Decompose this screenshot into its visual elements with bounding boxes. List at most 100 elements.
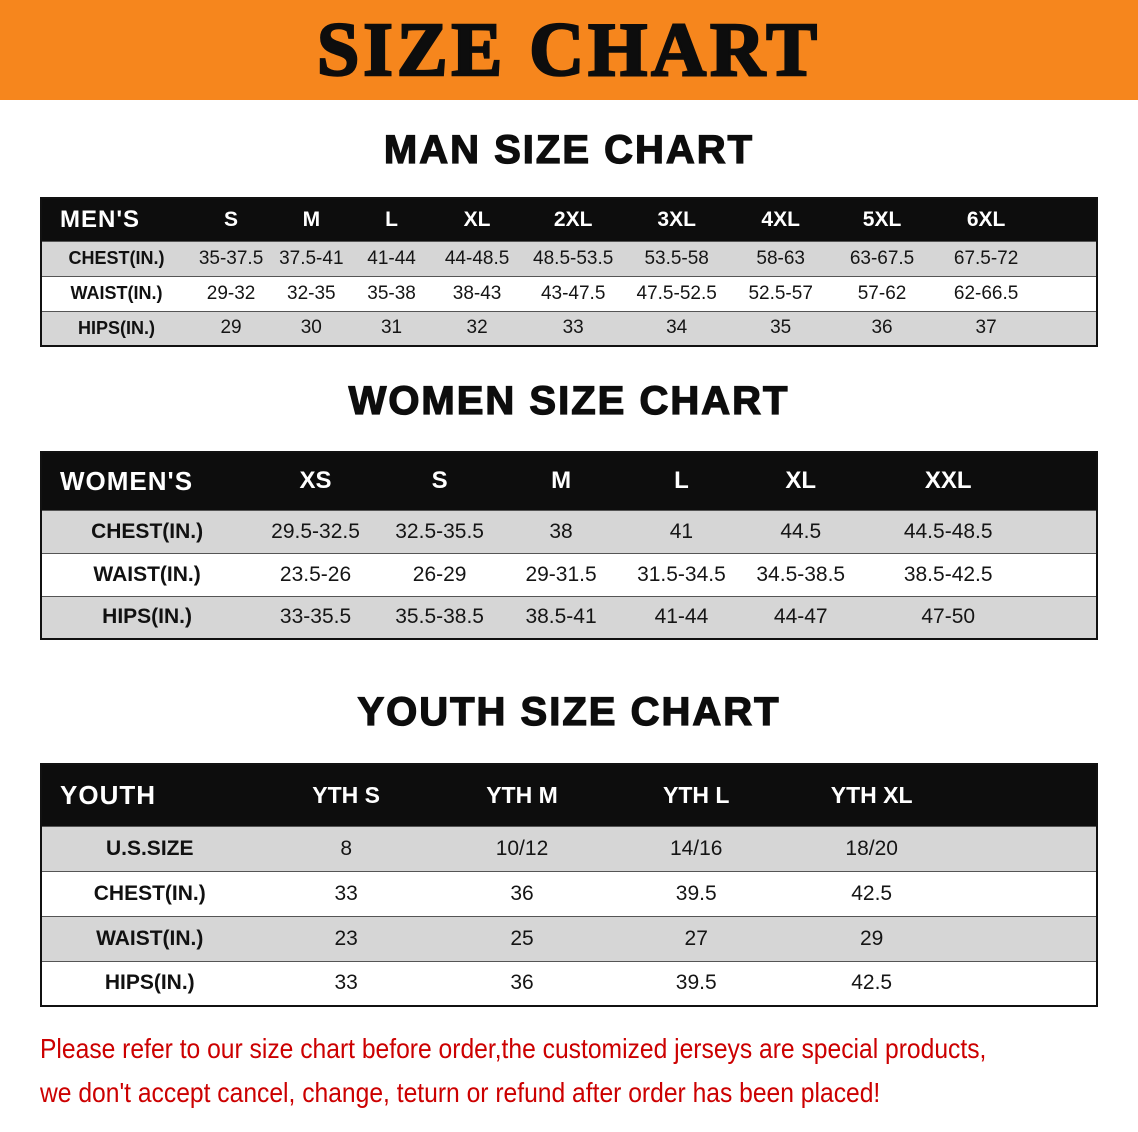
- size-cell: 41-44: [367, 247, 416, 269]
- size-cell: 32.5-35.5: [395, 519, 484, 543]
- size-cell: 63-67.5: [849, 247, 915, 269]
- column-header: L: [674, 467, 689, 495]
- size-cell: 36: [510, 971, 534, 995]
- table-row: WAIST(IN.) 29-32 32-35 35-38 38-43 43-47.5 47.…: [41, 276, 1097, 311]
- table-title: MEN'S: [60, 205, 141, 233]
- column-header: 4XL: [761, 207, 800, 231]
- size-cell: 67.5-72: [953, 247, 1019, 269]
- size-cell: 35.5-38.5: [395, 605, 484, 629]
- column-header: XS: [299, 467, 332, 495]
- size-cell: 33: [562, 317, 584, 339]
- size-cell: 38.5-42.5: [903, 562, 993, 586]
- size-cell: 27: [684, 926, 708, 950]
- column-header: 2XL: [553, 207, 593, 231]
- size-cell: 37: [975, 317, 997, 339]
- size-cell: 33: [334, 971, 358, 995]
- size-chart-banner: SIZE CHART: [0, 0, 1138, 100]
- row-label: CHEST(IN.): [68, 248, 165, 268]
- size-cell: 36: [871, 317, 893, 339]
- size-cell: 29-31.5: [525, 562, 597, 586]
- size-cell: 33: [334, 881, 358, 905]
- banner-title: SIZE CHART: [316, 8, 821, 92]
- header-row: YOUTH YTH S YTH M YTH L YTH XL: [41, 764, 1097, 826]
- size-cell: 8: [340, 836, 353, 860]
- size-cell: 25: [510, 926, 534, 950]
- table-title: WOMEN'S: [60, 465, 194, 496]
- column-header: XXL: [924, 467, 972, 495]
- size-cell: 14/16: [669, 836, 723, 860]
- row-label: HIPS(IN.): [102, 605, 193, 629]
- size-cell: 41-44: [654, 605, 709, 629]
- youth-size-chart-heading: YOUTH SIZE CHART: [357, 689, 781, 734]
- disclaimer: Please refer to our size chart before or…: [40, 1027, 1138, 1115]
- size-cell: 35-38: [367, 282, 416, 304]
- column-header: YTH S: [312, 781, 381, 808]
- table-row: WAIST(IN.) 23.5-26 26-29 29-31.5 31.5-34.5 34…: [41, 553, 1097, 596]
- size-cell: 38: [549, 519, 573, 543]
- size-cell: 44-48.5: [444, 247, 510, 269]
- size-cell: 35: [770, 317, 792, 339]
- disclaimer-line-1: Please refer to our size chart before or…: [40, 1033, 987, 1064]
- size-cell: 29: [220, 317, 242, 339]
- table-row: HIPS(IN.) 29 30 31 32 33 34 35 36 37: [41, 311, 1097, 346]
- column-header: XL: [463, 207, 491, 231]
- size-cell: 31.5-34.5: [637, 562, 726, 586]
- size-cell: 33-35.5: [279, 605, 352, 629]
- size-cell: 39.5: [675, 881, 717, 905]
- size-cell: 48.5-53.5: [533, 247, 614, 269]
- row-label: HIPS(IN.): [104, 971, 195, 995]
- table-title: YOUTH: [60, 779, 156, 810]
- table-row: CHEST(IN.) 35-37.5 37.5-41 41-44 44-48.5 48.5…: [41, 241, 1097, 276]
- column-header: S: [224, 207, 239, 231]
- table-row: HIPS(IN.) 33 36 39.5 42.5: [41, 961, 1097, 1006]
- column-header: 5XL: [862, 207, 902, 231]
- size-cell: 31: [380, 317, 403, 339]
- size-cell: 34.5-38.5: [756, 562, 846, 586]
- size-cell: 35-37.5: [198, 247, 264, 269]
- size-cell: 34: [666, 317, 688, 339]
- man-size-chart-heading: MAN SIZE CHART: [383, 127, 755, 172]
- column-header: YTH M: [486, 781, 558, 808]
- row-label: WAIST(IN.): [70, 283, 163, 303]
- youth-size-table: YOUTH YTH S YTH M YTH L YTH XL U.S.SIZE 8 10/12…: [40, 763, 1098, 1007]
- size-cell: 38-43: [452, 282, 502, 304]
- size-cell: 52.5-57: [748, 282, 813, 304]
- row-label: WAIST(IN.): [96, 926, 204, 950]
- size-cell: 41: [669, 519, 694, 543]
- size-cell: 29: [859, 926, 884, 950]
- row-label: U.S.SIZE: [105, 836, 194, 860]
- column-header: XL: [785, 467, 817, 495]
- size-cell: 36: [510, 881, 534, 905]
- size-cell: 44-47: [773, 605, 828, 629]
- size-cell: 42.5: [851, 971, 893, 995]
- header-row: MEN'S S M L XL 2XL 3XL 4XL 5XL 6XL: [41, 198, 1097, 241]
- size-cell: 58-63: [756, 247, 805, 269]
- women-size-chart-heading: WOMEN SIZE CHART: [348, 378, 790, 423]
- size-cell: 47-50: [921, 605, 976, 629]
- size-cell: 39.5: [675, 971, 717, 995]
- table-row: CHEST(IN.) 29.5-32.5 32.5-35.5 38 41 44.5 44.5…: [41, 510, 1097, 553]
- row-label: CHEST(IN.): [91, 519, 204, 543]
- column-header: L: [385, 207, 398, 231]
- size-cell: 62-66.5: [953, 282, 1019, 304]
- size-cell: 37.5-41: [279, 247, 344, 269]
- column-header: YTH XL: [830, 781, 913, 808]
- row-label: HIPS(IN.): [77, 317, 155, 338]
- table-row: CHEST(IN.) 33 36 39.5 42.5: [41, 871, 1097, 916]
- size-cell: 44.5: [780, 519, 822, 543]
- size-cell: 44.5-48.5: [903, 519, 993, 543]
- size-cell: 18/20: [845, 836, 898, 860]
- size-cell: 57-62: [857, 282, 907, 304]
- size-cell: 47.5-52.5: [636, 282, 717, 304]
- table-row: HIPS(IN.) 33-35.5 35.5-38.5 38.5-41 41-44 44-…: [41, 596, 1097, 639]
- size-cell: 43-47.5: [540, 282, 606, 304]
- size-cell: 30: [300, 317, 322, 339]
- column-header: YTH L: [663, 781, 730, 808]
- column-header: 3XL: [657, 207, 696, 231]
- row-label: CHEST(IN.): [93, 881, 206, 905]
- size-cell: 32-35: [287, 282, 336, 304]
- size-cell: 38.5-41: [525, 605, 597, 629]
- row-label: WAIST(IN.): [93, 562, 201, 586]
- table-row: WAIST(IN.) 23 25 27 29: [41, 916, 1097, 961]
- table-row: U.S.SIZE 8 10/12 14/16 18/20: [41, 826, 1097, 871]
